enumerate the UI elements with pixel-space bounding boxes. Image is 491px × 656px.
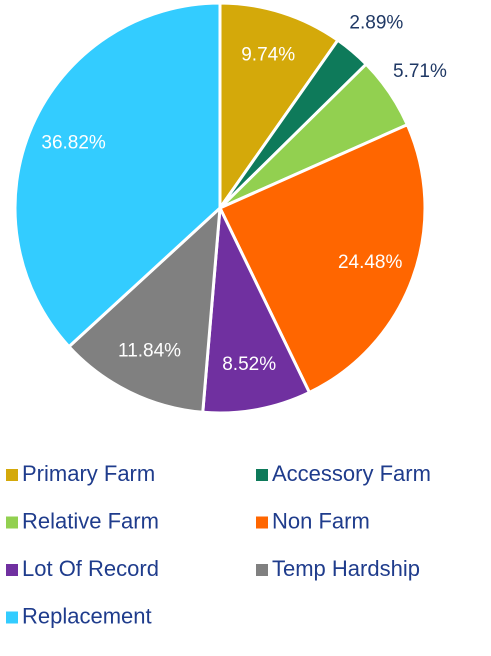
legend-label: Relative Farm: [22, 508, 159, 533]
legend-marker: [256, 564, 268, 576]
data-label: 24.48%: [338, 252, 403, 273]
pie-slice: [217, 122, 427, 395]
pie-slice: [218, 1, 340, 213]
data-label: 9.74%: [241, 45, 295, 66]
data-label: 11.84%: [118, 341, 181, 362]
pie-slice: [201, 202, 312, 415]
pie-slice: [13, 1, 222, 349]
legend-marker: [256, 516, 268, 529]
data-label: 2.89%: [349, 12, 403, 33]
data-label: 36.82%: [41, 133, 106, 154]
legend-label: Primary Farm: [22, 461, 155, 486]
legend-marker: [256, 469, 268, 481]
legend-marker: [6, 611, 18, 624]
legend-label: Non Farm: [272, 508, 370, 533]
data-label: 8.52%: [222, 354, 276, 375]
legend-marker: [6, 469, 18, 481]
legend-label: Temp Hardship: [272, 556, 420, 581]
pie-slice: [66, 204, 222, 414]
legend-label: Lot Of Record: [22, 556, 159, 581]
legend-marker: [6, 516, 18, 529]
data-label: 5.71%: [393, 61, 447, 82]
legend-label: Accessory Farm: [272, 461, 431, 486]
legend-marker: [6, 564, 18, 576]
legend-label: Replacement: [22, 603, 152, 628]
